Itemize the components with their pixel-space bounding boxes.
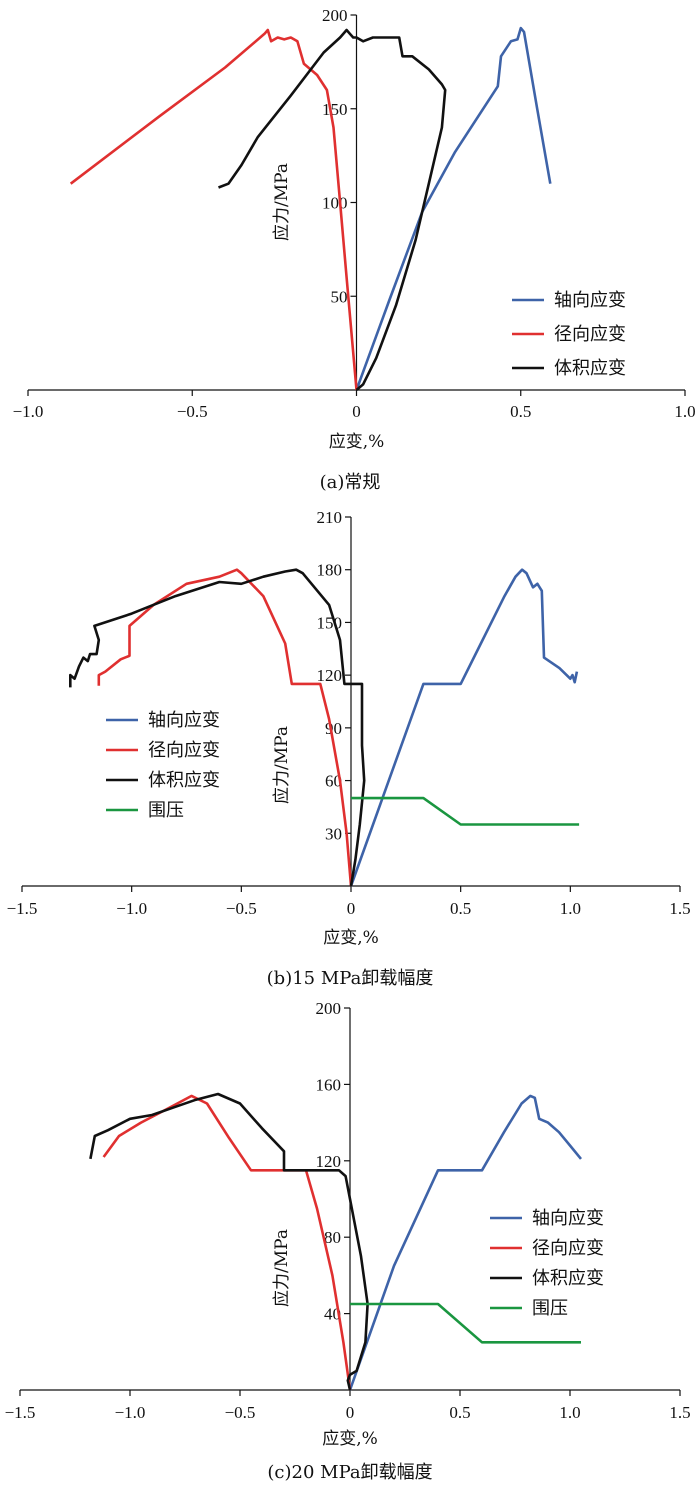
series-line-1 <box>102 1094 352 1391</box>
legend-label-2: 体积应变 <box>554 358 626 379</box>
x-tick-label: 1.0 <box>674 402 695 421</box>
y-axis-label: 应力/MPa <box>272 726 292 804</box>
legend-label-0: 轴向应变 <box>532 1208 604 1229</box>
y-tick-label: 210 <box>317 508 343 527</box>
x-axis-label: 应变,% <box>323 928 379 948</box>
x-tick-label: 1.0 <box>560 899 581 918</box>
x-tick-label: 1.0 <box>559 1403 580 1422</box>
series-line-1 <box>97 568 353 887</box>
series-line-0 <box>349 568 579 887</box>
y-tick-label: 150 <box>322 100 348 119</box>
y-tick-label: 150 <box>317 613 343 632</box>
y-axis-label: 应力/MPa <box>272 1229 292 1307</box>
series-line-0 <box>355 26 552 391</box>
x-tick-label: 0 <box>347 899 356 918</box>
y-tick-label: 50 <box>331 287 348 306</box>
x-tick-label: 0.5 <box>450 899 471 918</box>
y-axis-label: 应力/MPa <box>272 163 292 241</box>
panel-c: −1.5 −1.0 −0.5 0 0.5 1.0 1.54080120160200轴向应变径… <box>5 999 691 1483</box>
series-line-2 <box>69 568 366 887</box>
y-tick-label: 180 <box>317 561 343 580</box>
x-tick-label: −1.0 <box>115 1403 146 1422</box>
series-line-2 <box>218 28 447 391</box>
x-tick-label: −1.0 <box>116 899 147 918</box>
x-tick-label: 1.5 <box>669 899 690 918</box>
x-tick-label: 0 <box>346 1403 355 1422</box>
series-line-1 <box>69 28 358 391</box>
x-tick-label: −1.5 <box>5 1403 36 1422</box>
legend-label-2: 体积应变 <box>148 770 220 791</box>
x-tick-label: −0.5 <box>225 1403 256 1422</box>
y-tick-label: 200 <box>316 999 342 1018</box>
y-tick-label: 60 <box>325 772 342 791</box>
legend-label-3: 围压 <box>532 1298 568 1319</box>
series-line-2 <box>89 1092 369 1391</box>
legend-label-2: 体积应变 <box>532 1268 604 1289</box>
y-tick-label: 30 <box>325 824 342 843</box>
panel-b: −1.5 −1.0 −0.5 0 0.5 1.0 1.5 30 60 90 120 150 180 210… <box>7 508 691 989</box>
y-tick-label: 160 <box>316 1075 342 1094</box>
panel-caption: (c)20 MPa卸载幅度 <box>267 1462 432 1483</box>
legend-label-1: 径向应变 <box>532 1238 604 1259</box>
x-axis-label: 应变,% <box>322 1429 378 1449</box>
x-tick-label: −1.5 <box>7 899 38 918</box>
x-tick-label: 0 <box>352 402 361 421</box>
legend-label-1: 径向应变 <box>554 324 626 345</box>
y-tick-label: 120 <box>316 1152 342 1171</box>
y-tick-label: 80 <box>324 1228 341 1247</box>
x-axis-label: 应变,% <box>329 432 385 452</box>
x-tick-label: −0.5 <box>226 899 257 918</box>
y-tick-label: 120 <box>317 666 343 685</box>
y-tick-label: 200 <box>322 6 348 25</box>
legend-label-1: 径向应变 <box>148 740 220 761</box>
legend-label-0: 轴向应变 <box>554 290 626 311</box>
panel-caption: (a)常规 <box>320 472 381 493</box>
panel-caption: (b)15 MPa卸载幅度 <box>267 968 434 989</box>
series-line-3 <box>350 1302 581 1344</box>
y-tick-label: 90 <box>325 719 342 738</box>
legend-label-0: 轴向应变 <box>148 710 220 731</box>
legend-label-3: 围压 <box>148 800 184 821</box>
x-tick-label: 0.5 <box>449 1403 470 1422</box>
x-tick-label: 1.5 <box>669 1403 690 1422</box>
x-tick-label: −0.5 <box>177 402 208 421</box>
x-tick-label: 0.5 <box>510 402 531 421</box>
x-tick-label: −1.0 <box>13 402 44 421</box>
series-line-0 <box>348 1094 583 1391</box>
series-line-3 <box>351 796 580 826</box>
y-tick-label: 100 <box>322 194 348 213</box>
